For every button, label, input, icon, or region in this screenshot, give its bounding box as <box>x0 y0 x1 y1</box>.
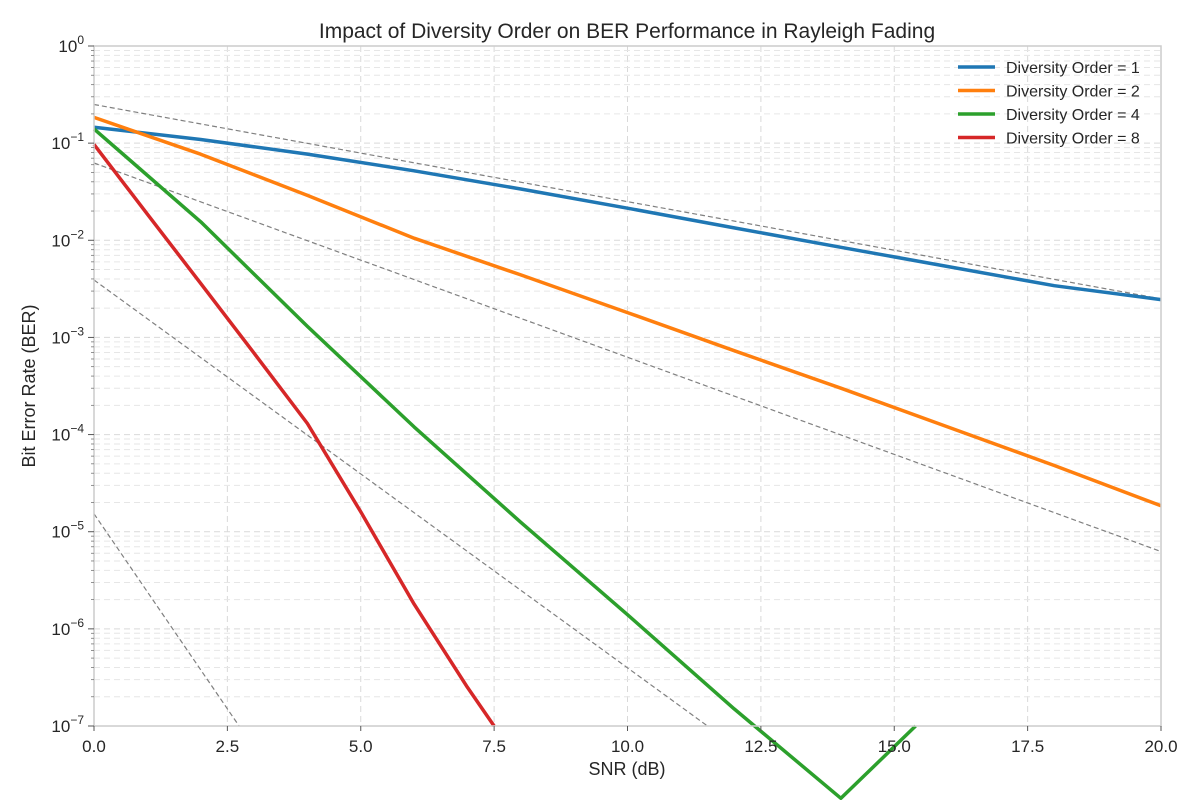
legend: Diversity Order = 1 Diversity Order = 2 Di… <box>958 60 1140 148</box>
y-tick-label: 10−3 <box>51 324 84 347</box>
x-tick-label: 7.5 <box>482 737 506 756</box>
x-tick-label: 10.0 <box>611 737 644 756</box>
y-tick-label: 10−5 <box>51 519 84 542</box>
legend-label: Diversity Order = 2 <box>1006 84 1140 101</box>
series-line <box>92 127 917 801</box>
y-tick-label: 10−1 <box>51 130 84 153</box>
legend-label: Diversity Order = 1 <box>1006 60 1140 77</box>
reference-line <box>93 513 240 727</box>
y-tick-label: 10−7 <box>51 713 84 736</box>
y-tick-label: 10−2 <box>51 227 84 250</box>
y-axis-label: Bit Error Rate (BER) <box>19 304 39 467</box>
reference-line <box>93 279 708 727</box>
y-tick-label: 10−6 <box>51 616 84 639</box>
y-tick-label: 100 <box>58 33 84 56</box>
reference-line <box>93 103 1162 300</box>
x-axis-label: SNR (dB) <box>588 759 665 779</box>
x-tick-label: 12.5 <box>744 737 777 756</box>
reference-lines <box>93 103 1162 727</box>
series-line <box>93 115 1162 508</box>
series-line <box>93 125 1162 302</box>
chart-title: Impact of Diversity Order on BER Perform… <box>319 20 935 43</box>
series-line <box>92 143 496 727</box>
grid-lines <box>93 45 1162 727</box>
axis-ticks: 0.0 2.5 5.0 7.5 10.0 12.5 15.0 17.5 20.0 100 10−1 1… <box>51 33 1177 756</box>
y-tick-label: 10−4 <box>51 422 84 445</box>
legend-label: Diversity Order = 8 <box>1006 131 1140 148</box>
x-tick-label: 0.0 <box>82 737 106 756</box>
x-tick-label: 20.0 <box>1144 737 1177 756</box>
legend-label: Diversity Order = 4 <box>1006 107 1140 124</box>
reference-line <box>93 162 1162 553</box>
x-tick-label: 15.0 <box>878 737 911 756</box>
series-lines <box>92 115 1162 801</box>
x-tick-label: 5.0 <box>349 737 373 756</box>
x-tick-label: 17.5 <box>1011 737 1044 756</box>
x-tick-label: 2.5 <box>216 737 240 756</box>
